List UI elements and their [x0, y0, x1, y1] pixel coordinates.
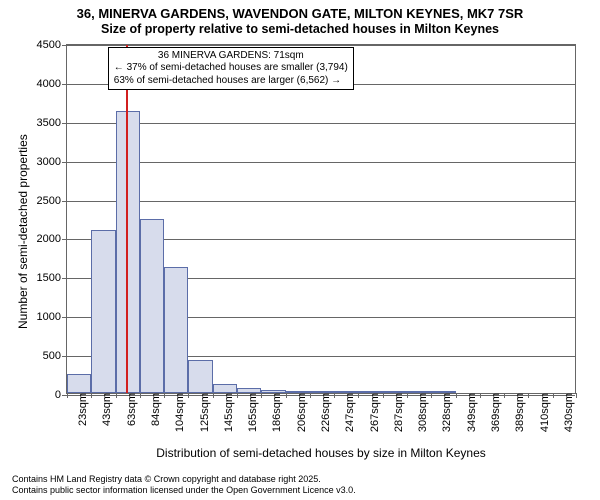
ytick-label: 1000: [37, 311, 61, 323]
xtick-mark: [576, 393, 577, 398]
ytick-mark: [62, 84, 67, 85]
footnote-line2: Contains public sector information licen…: [12, 485, 356, 496]
ytick-mark: [62, 278, 67, 279]
xtick-label: 63sqm: [126, 393, 138, 426]
annotation-line: 63% of semi-detached houses are larger (…: [114, 75, 348, 88]
xtick-mark: [140, 393, 141, 398]
ytick-label: 4500: [37, 39, 61, 51]
ytick-mark: [62, 201, 67, 202]
histogram-bar: [164, 267, 188, 393]
xtick-label: 349sqm: [466, 393, 478, 432]
gridline-h: [67, 201, 575, 202]
xtick-label: 226sqm: [320, 393, 332, 432]
xtick-mark: [407, 393, 408, 398]
histogram-bar: [213, 384, 237, 393]
xtick-mark: [188, 393, 189, 398]
xtick-label: 84sqm: [150, 393, 162, 426]
xtick-label: 410sqm: [539, 393, 551, 432]
gridline-h: [67, 162, 575, 163]
xtick-label: 125sqm: [199, 393, 211, 432]
ytick-mark: [62, 317, 67, 318]
gridline-h: [67, 123, 575, 124]
xtick-label: 23sqm: [77, 393, 89, 426]
xtick-mark: [504, 393, 505, 398]
ytick-label: 500: [43, 350, 61, 362]
xtick-mark: [261, 393, 262, 398]
footnote: Contains HM Land Registry data © Crown c…: [12, 474, 356, 497]
ytick-mark: [62, 45, 67, 46]
xtick-mark: [116, 393, 117, 398]
xtick-label: 247sqm: [344, 393, 356, 432]
chart-container: 36, MINERVA GARDENS, WAVENDON GATE, MILT…: [0, 0, 600, 500]
chart-title-line2: Size of property relative to semi-detach…: [0, 22, 600, 36]
ytick-mark: [62, 123, 67, 124]
xtick-mark: [456, 393, 457, 398]
histogram-bar: [116, 111, 140, 393]
xtick-label: 145sqm: [223, 393, 235, 432]
footnote-line1: Contains HM Land Registry data © Crown c…: [12, 474, 356, 485]
ytick-label: 4000: [37, 78, 61, 90]
xtick-label: 165sqm: [247, 393, 259, 432]
ytick-label: 2500: [37, 195, 61, 207]
xtick-label: 267sqm: [369, 393, 381, 432]
ytick-mark: [62, 162, 67, 163]
xtick-label: 287sqm: [393, 393, 405, 432]
histogram-bar: [188, 360, 212, 393]
histogram-bar: [91, 230, 115, 393]
xtick-label: 328sqm: [441, 393, 453, 432]
xtick-mark: [431, 393, 432, 398]
ytick-label: 3500: [37, 117, 61, 129]
annotation-line: ← 37% of semi-detached houses are smalle…: [114, 62, 348, 75]
ytick-mark: [62, 356, 67, 357]
xtick-mark: [67, 393, 68, 398]
reference-marker-line: [126, 45, 128, 393]
histogram-bar: [140, 219, 164, 393]
xtick-label: 206sqm: [296, 393, 308, 432]
xtick-mark: [553, 393, 554, 398]
xtick-mark: [358, 393, 359, 398]
xtick-label: 369sqm: [490, 393, 502, 432]
chart-title-line1: 36, MINERVA GARDENS, WAVENDON GATE, MILT…: [0, 0, 600, 22]
ytick-label: 3000: [37, 156, 61, 168]
plot-area: 05001000150020002500300035004000450023sq…: [66, 44, 576, 394]
xtick-mark: [310, 393, 311, 398]
xtick-label: 389sqm: [514, 393, 526, 432]
xtick-mark: [164, 393, 165, 398]
xtick-label: 43sqm: [101, 393, 113, 426]
xtick-mark: [213, 393, 214, 398]
xtick-mark: [334, 393, 335, 398]
ytick-label: 0: [55, 389, 61, 401]
xtick-label: 308sqm: [417, 393, 429, 432]
annotation-line: 36 MINERVA GARDENS: 71sqm: [114, 50, 348, 63]
xtick-label: 104sqm: [174, 393, 186, 432]
xtick-mark: [91, 393, 92, 398]
xtick-label: 186sqm: [271, 393, 283, 432]
y-axis-label: Number of semi-detached properties: [16, 134, 30, 329]
xtick-mark: [237, 393, 238, 398]
xtick-mark: [383, 393, 384, 398]
annotation-box: 36 MINERVA GARDENS: 71sqm← 37% of semi-d…: [108, 47, 354, 91]
histogram-bar: [67, 374, 91, 393]
xtick-mark: [480, 393, 481, 398]
x-axis-label: Distribution of semi-detached houses by …: [66, 446, 576, 460]
ytick-label: 1500: [37, 272, 61, 284]
ytick-label: 2000: [37, 233, 61, 245]
xtick-mark: [286, 393, 287, 398]
ytick-mark: [62, 239, 67, 240]
xtick-mark: [528, 393, 529, 398]
xtick-label: 430sqm: [563, 393, 575, 432]
